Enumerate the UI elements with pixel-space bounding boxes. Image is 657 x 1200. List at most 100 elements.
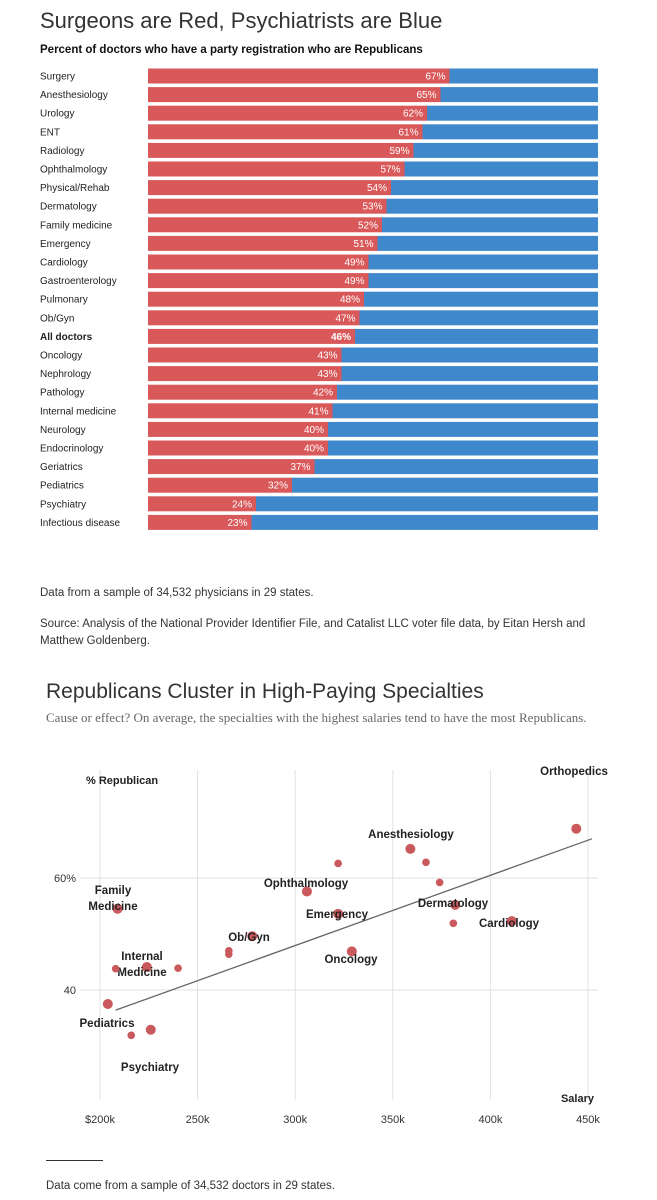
republican-bar [148,347,342,363]
data-point [506,916,517,927]
democrat-bar [404,161,598,177]
chart1-sample-note: Data from a sample of 34,532 physicians … [40,587,314,599]
point-label-line: Oncology [324,954,378,966]
data-point [405,843,416,854]
value-label: 52% [358,220,378,231]
x-tick-label: 450k [576,1114,600,1126]
chart1-subtitle: Percent of doctors who have a party regi… [40,44,423,56]
data-point [174,964,182,972]
trend-line [115,838,593,1011]
value-label: 65% [416,90,436,101]
republican-bar [148,198,387,214]
point-label: Dermatology [418,898,489,910]
value-label: 23% [227,518,247,529]
point-label-line: Family [95,885,132,897]
data-point [141,962,152,973]
democrat-bar [413,142,598,158]
data-point [102,999,113,1009]
data-point [225,950,233,958]
x-tick-label: 400k [478,1114,502,1126]
data-point [333,908,344,919]
point-label: Internal Medicine [117,951,166,979]
point-label: Orthopedics [540,766,608,778]
point-label: Pediatrics [80,1018,135,1030]
category-label: Psychiatry [40,499,86,510]
category-label: Infectious disease [40,518,120,529]
value-label: 24% [232,499,252,510]
category-label: Neurology [40,425,86,436]
chart2-title: Republicans Cluster in High-Paying Speci… [46,680,484,703]
value-label: 41% [308,406,328,417]
data-point [422,858,430,867]
category-label: Dermatology [40,202,97,213]
category-label: Physical/Rehab [40,183,110,194]
republican-bar [148,161,405,177]
value-label: 40% [304,444,324,455]
democrat-bar [449,68,598,84]
value-label: 49% [344,258,364,269]
data-point [301,886,312,897]
democrat-bar [382,217,598,233]
footnote-rule [46,1160,103,1161]
category-label: All doctors [40,332,93,343]
y-tick-label: 40 [64,985,76,997]
democrat-bar [368,254,598,270]
category-label: Radiology [40,146,84,157]
value-label: 54% [367,183,387,194]
value-label: 57% [380,165,400,176]
category-label: Nephrology [40,369,91,380]
point-label-line: Anesthesiology [368,829,454,841]
value-label: 40% [304,425,324,436]
point-label-line: Ob/Gyn [228,932,270,944]
value-label: 47% [335,313,355,324]
stacked-bar-chart: Surgery 67% Anesthesiology 65% Urology 62% ENT… [40,68,598,530]
category-label: Internal medicine [40,406,117,417]
republican-bar [148,496,256,512]
point-label: Ophthalmology [264,878,349,890]
democrat-bar [292,477,598,493]
democrat-bar [422,124,598,140]
category-label: Surgery [40,72,75,83]
value-label: 53% [362,202,382,213]
democrat-bar [359,310,598,326]
value-label: 59% [389,146,409,157]
data-point [449,919,458,928]
data-point [247,931,258,942]
category-label: Cardiology [40,258,88,269]
point-label-line: Emergency [306,909,369,921]
democrat-bar [251,514,598,530]
data-point [127,1031,136,1040]
value-label: 48% [340,295,360,306]
chart1-source-note: Source: Analysis of the National Provide… [40,618,586,647]
data-point [334,859,342,868]
republican-bar [148,254,369,270]
republican-bar [148,310,360,326]
x-tick-label: 250k [186,1114,210,1126]
value-label: 61% [398,127,418,138]
data-point [112,903,123,914]
x-tick-label: 300k [283,1114,307,1126]
republican-bar [148,459,315,475]
scatter-chart: $200k 250k 300k 350k 400k 450k 40 60% % Republic… [54,766,608,1126]
democrat-bar [391,180,598,196]
republican-bar [148,105,427,121]
point-label: Ob/Gyn [228,932,270,944]
democrat-bar [364,291,598,307]
point-label: Emergency [306,909,369,921]
category-label: Emergency [40,239,91,250]
republican-bar [148,477,292,493]
data-point [145,1024,156,1035]
point-label: Oncology [324,954,378,966]
point-label: Anesthesiology [368,829,454,841]
data-point [346,946,357,957]
category-label: Pediatrics [40,481,84,492]
republican-bar [148,142,414,158]
data-point [450,899,461,910]
point-label-line: Ophthalmology [264,878,349,890]
republican-bar [148,384,337,400]
category-label: ENT [40,127,60,138]
chart2-sample-note: Data come from a sample of 34,532 doctor… [46,1180,335,1192]
point-label-line: Medicine [117,967,166,979]
point-label-line: Medicine [88,901,137,913]
democrat-bar [355,328,598,344]
